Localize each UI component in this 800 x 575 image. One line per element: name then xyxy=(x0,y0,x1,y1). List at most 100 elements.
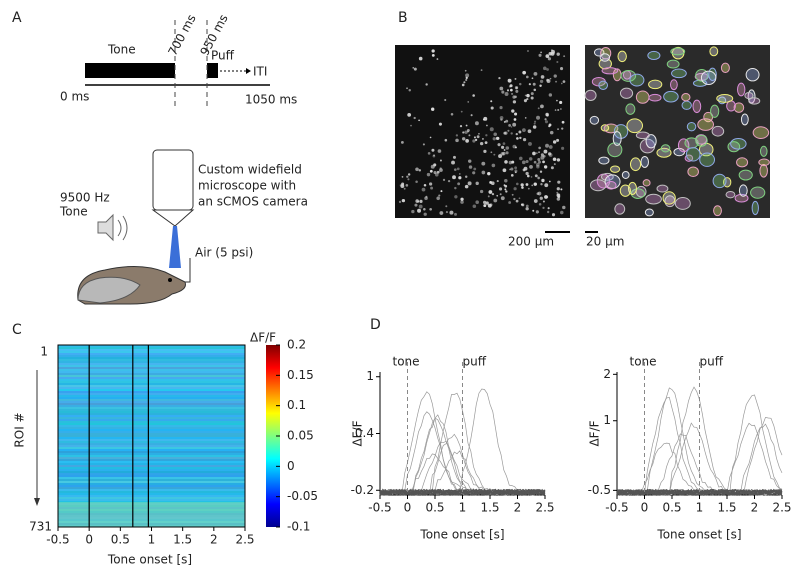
cell xyxy=(759,163,768,178)
cell xyxy=(433,170,437,175)
cell xyxy=(677,138,690,153)
cell xyxy=(538,160,542,164)
cell xyxy=(559,100,563,105)
cell xyxy=(399,184,402,187)
event-label: puff xyxy=(700,355,724,369)
cell xyxy=(478,132,480,135)
cell xyxy=(598,80,609,90)
heatmap-row xyxy=(58,493,245,495)
cell xyxy=(625,103,636,115)
roi-first: 1 xyxy=(40,345,48,359)
cell xyxy=(438,194,441,197)
cell xyxy=(467,101,470,103)
trace xyxy=(616,394,783,496)
heatmap-row xyxy=(58,347,245,349)
cell xyxy=(660,144,671,153)
colorbar-tick-label: 0 xyxy=(287,459,295,473)
arrow-head xyxy=(246,68,251,74)
cell xyxy=(562,205,566,210)
cell xyxy=(712,173,727,189)
cell xyxy=(499,116,504,120)
cell xyxy=(507,78,512,83)
cell xyxy=(431,53,435,57)
cell xyxy=(536,115,541,120)
cell xyxy=(476,135,480,139)
cell xyxy=(496,136,500,140)
heatmap-row xyxy=(58,481,245,483)
cell xyxy=(518,197,521,200)
heatmap-row xyxy=(58,461,245,463)
cell xyxy=(720,62,730,74)
cell xyxy=(502,151,506,156)
cell xyxy=(530,92,534,96)
heatmap-row xyxy=(58,403,245,405)
cell xyxy=(465,78,468,82)
cell xyxy=(418,119,420,122)
cell xyxy=(423,212,427,216)
x-tick-label: 1 xyxy=(459,501,467,515)
cell xyxy=(534,174,538,178)
cell xyxy=(535,210,539,214)
cell xyxy=(751,200,759,216)
cell xyxy=(737,82,746,97)
x-tick-label: 2.5 xyxy=(535,501,554,515)
x-tick-label: -0.5 xyxy=(46,533,69,547)
cell xyxy=(512,122,517,127)
cell xyxy=(713,205,722,217)
heatmap-row xyxy=(58,485,245,487)
cell xyxy=(546,210,550,214)
cell xyxy=(552,140,557,144)
cell xyxy=(473,136,476,139)
cell xyxy=(525,159,529,164)
heatmap-row xyxy=(58,471,245,473)
heatmap-row xyxy=(58,429,245,431)
cell xyxy=(453,168,457,171)
cell xyxy=(546,78,549,82)
cell xyxy=(526,93,530,98)
cell xyxy=(685,147,701,162)
speaker xyxy=(97,213,114,242)
mouse-body xyxy=(77,276,141,304)
heatmap-row xyxy=(58,435,245,437)
cell xyxy=(614,203,626,215)
cell xyxy=(500,196,505,201)
cell xyxy=(468,159,472,163)
cell xyxy=(447,179,451,183)
cell xyxy=(511,160,515,164)
cell xyxy=(709,46,719,57)
cell xyxy=(525,204,529,208)
cell xyxy=(556,197,561,201)
cell xyxy=(503,120,506,123)
heatmap-row xyxy=(58,369,245,371)
y-tick-label: 1 xyxy=(366,369,374,383)
colorbar-tick-label: 0.05 xyxy=(287,429,314,443)
cell xyxy=(429,136,432,139)
cell xyxy=(535,152,538,155)
cell xyxy=(629,73,645,87)
cell xyxy=(759,145,768,157)
time-mark: 700 ms xyxy=(165,12,198,58)
cell xyxy=(421,187,426,192)
cell xyxy=(642,179,651,187)
cell xyxy=(499,193,502,196)
cell xyxy=(630,188,646,199)
cell xyxy=(549,130,554,135)
cell xyxy=(540,51,542,54)
light-beam xyxy=(169,226,181,268)
cell xyxy=(415,180,418,183)
cell xyxy=(537,107,540,110)
heatmap-row xyxy=(58,401,245,403)
cell xyxy=(687,166,699,177)
cell xyxy=(497,143,501,147)
cell xyxy=(697,118,715,131)
cell xyxy=(600,47,612,60)
cell xyxy=(548,125,551,128)
cell xyxy=(465,139,469,143)
cell xyxy=(472,94,475,97)
objective xyxy=(151,209,195,227)
cell xyxy=(534,120,537,123)
cell xyxy=(748,97,761,105)
cell xyxy=(666,59,680,69)
scale-label: 200 µm xyxy=(508,235,554,249)
cell xyxy=(449,210,454,215)
